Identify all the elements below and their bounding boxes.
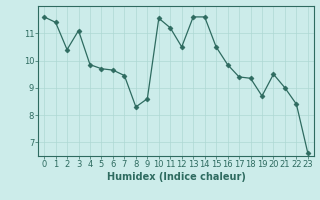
X-axis label: Humidex (Indice chaleur): Humidex (Indice chaleur) <box>107 172 245 182</box>
